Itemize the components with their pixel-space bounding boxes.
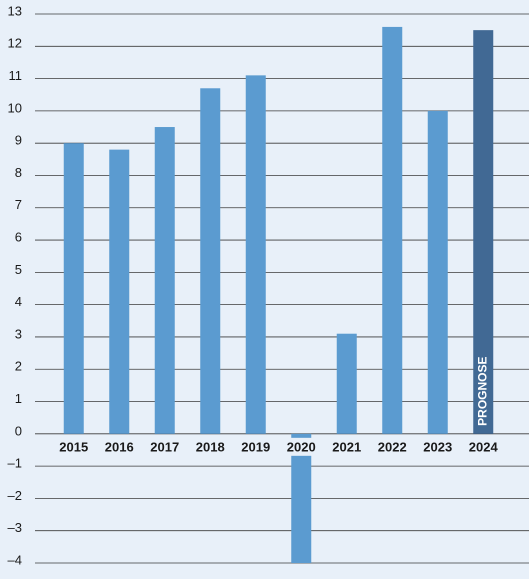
x-tick-label: 2019 — [241, 439, 270, 454]
bar — [245, 75, 266, 434]
x-tick-label: 2020 — [287, 439, 316, 454]
y-tick-label: 4 — [15, 294, 22, 309]
x-tick-label: 2017 — [150, 439, 179, 454]
bar — [109, 149, 130, 434]
label-backdrop — [281, 437, 322, 456]
y-tick-label: 10 — [8, 100, 22, 115]
bar — [154, 127, 175, 434]
y-tick-label: 7 — [15, 197, 22, 212]
x-tick-label: 2016 — [105, 439, 134, 454]
y-tick-label: 6 — [15, 229, 22, 244]
y-tick-label: 5 — [15, 262, 22, 277]
bar — [291, 433, 312, 563]
x-tick-label: 2015 — [59, 439, 88, 454]
y-tick-label: 12 — [8, 36, 22, 51]
bar — [427, 110, 448, 434]
bar — [336, 333, 357, 434]
y-tick-label: –2 — [8, 488, 22, 503]
bar — [200, 88, 221, 434]
label-backdrop — [53, 437, 94, 456]
y-tick-label: 2 — [15, 359, 22, 374]
bar — [382, 26, 403, 434]
x-tick-label: 2018 — [196, 439, 225, 454]
bar — [473, 30, 494, 434]
label-backdrop — [99, 437, 140, 456]
y-tick-label: 11 — [9, 68, 23, 83]
annotation: PROGNOSE — [475, 356, 489, 425]
y-tick-label: 0 — [15, 423, 22, 438]
x-tick-label: 2024 — [469, 439, 499, 454]
label-backdrop — [235, 437, 276, 456]
x-tick-label: 2021 — [332, 439, 361, 454]
label-backdrop — [190, 437, 231, 456]
y-tick-label: –4 — [8, 552, 22, 567]
label-backdrop — [144, 437, 185, 456]
y-tick-label: 13 — [8, 3, 22, 18]
y-tick-label: 1 — [15, 391, 22, 406]
y-tick-label: –3 — [8, 520, 22, 535]
x-tick-label: 2023 — [423, 439, 452, 454]
y-tick-label: 3 — [15, 326, 22, 341]
bar — [63, 143, 84, 434]
y-tick-label: –1 — [8, 456, 22, 471]
label-backdrop — [463, 437, 504, 456]
label-backdrop — [326, 437, 367, 456]
x-tick-label: 2022 — [378, 439, 407, 454]
label-backdrop — [372, 437, 413, 456]
label-backdrop — [417, 437, 458, 456]
y-tick-label: 9 — [15, 133, 22, 148]
y-tick-label: 8 — [15, 165, 22, 180]
